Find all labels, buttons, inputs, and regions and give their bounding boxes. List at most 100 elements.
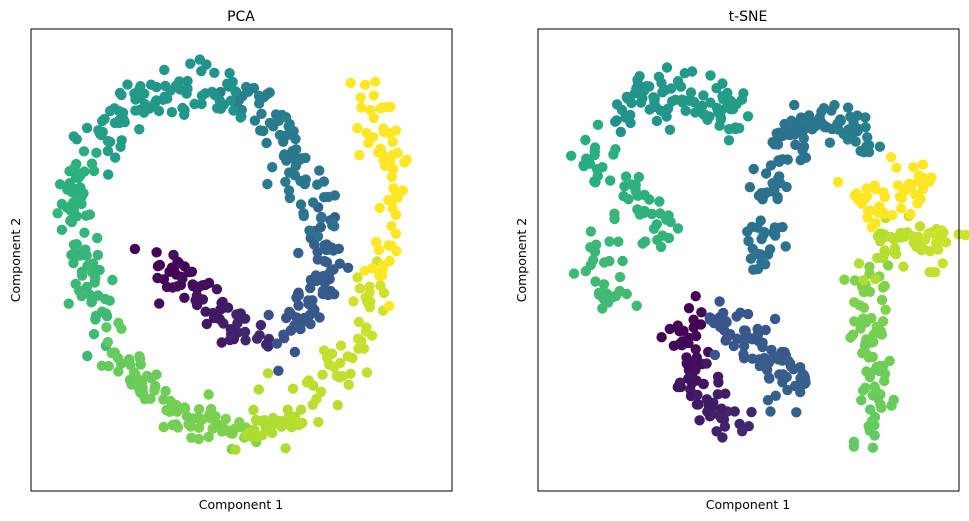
scatter-point <box>101 322 112 333</box>
scatter-point <box>599 257 610 268</box>
scatter-point <box>683 303 695 314</box>
scatter-point <box>373 147 384 158</box>
scatter-point <box>282 404 293 415</box>
scatter-point <box>744 182 756 193</box>
scatter-point <box>664 323 675 335</box>
scatter-point <box>832 118 843 130</box>
scatter-point <box>97 115 108 127</box>
scatter-point <box>763 357 774 369</box>
scatter-point <box>590 276 601 287</box>
scatter-point <box>581 153 592 164</box>
scatter-point <box>856 395 867 406</box>
scatter-point <box>96 129 107 141</box>
scatter-point <box>230 86 241 97</box>
scatter-point <box>867 336 879 348</box>
tsne-xlabel: Component 1 <box>706 497 791 512</box>
pca-panel: PCA Component 1 Component 2 <box>8 9 453 512</box>
scatter-point <box>861 191 873 202</box>
scatter-point <box>760 168 772 179</box>
scatter-point <box>287 383 299 394</box>
scatter-point <box>859 339 871 350</box>
scatter-point <box>849 316 860 327</box>
scatter-point <box>110 152 121 163</box>
scatter-point <box>848 436 860 447</box>
scatter-point <box>373 244 384 256</box>
scatter-point <box>104 136 116 148</box>
scatter-point <box>889 247 900 258</box>
scatter-point <box>290 133 301 145</box>
scatter-point <box>267 162 278 173</box>
scatter-point <box>692 389 703 401</box>
scatter-point <box>862 132 873 143</box>
scatter-point <box>914 221 926 232</box>
scatter-point <box>668 340 680 351</box>
scatter-point <box>375 280 386 291</box>
scatter-point <box>882 260 894 271</box>
scatter-point <box>342 351 353 362</box>
scatter-point <box>774 171 785 182</box>
scatter-point <box>166 107 178 118</box>
scatter-point <box>294 418 305 429</box>
scatter-point <box>271 338 283 349</box>
scatter-point <box>585 226 597 237</box>
scatter-point <box>729 406 740 417</box>
scatter-point <box>605 175 616 186</box>
scatter-point <box>230 444 241 455</box>
scatter-point <box>241 81 252 93</box>
scatter-point <box>105 105 116 117</box>
scatter-point <box>153 105 165 117</box>
scatter-point <box>705 70 716 81</box>
scatter-point <box>770 223 781 234</box>
scatter-point <box>149 97 161 109</box>
scatter-point <box>312 254 323 265</box>
scatter-point <box>113 366 124 377</box>
scatter-point <box>134 351 145 362</box>
scatter-point <box>731 311 742 322</box>
scatter-point <box>312 246 323 258</box>
scatter-point <box>615 126 626 138</box>
scatter-point <box>216 297 227 309</box>
scatter-point <box>849 275 861 286</box>
scatter-point <box>633 171 645 183</box>
scatter-point <box>321 257 333 268</box>
scatter-point <box>870 273 881 285</box>
scatter-point <box>280 176 291 187</box>
scatter-point <box>717 91 728 102</box>
scatter-point <box>362 297 373 308</box>
scatter-point <box>281 312 292 324</box>
scatter-point <box>738 335 750 346</box>
scatter-point <box>359 265 370 276</box>
scatter-point <box>780 241 791 252</box>
scatter-point <box>680 105 691 117</box>
scatter-point <box>839 274 850 285</box>
scatter-point <box>568 268 580 279</box>
scatter-point <box>685 87 697 98</box>
scatter-point <box>379 160 391 171</box>
scatter-point <box>201 318 212 330</box>
scatter-point <box>160 385 171 397</box>
scatter-point <box>260 422 271 433</box>
scatter-point <box>137 382 148 393</box>
scatter-point <box>387 203 398 214</box>
scatter-point <box>315 221 326 233</box>
scatter-point <box>371 236 382 248</box>
scatter-point <box>779 347 790 358</box>
scatter-point <box>82 350 93 362</box>
scatter-point <box>86 296 98 307</box>
scatter-point <box>616 104 628 116</box>
scatter-point <box>691 352 702 363</box>
scatter-point <box>165 85 176 96</box>
tsne-ylabel: Component 2 <box>514 218 529 303</box>
scatter-point <box>235 112 246 123</box>
scatter-point <box>314 312 325 323</box>
scatter-point <box>209 67 220 79</box>
scatter-point <box>713 377 724 388</box>
scatter-point <box>589 176 600 187</box>
scatter-point <box>690 291 701 302</box>
scatter-point <box>754 360 765 372</box>
scatter-point <box>869 430 880 441</box>
scatter-point <box>89 277 100 288</box>
scatter-point <box>164 266 175 277</box>
scatter-point <box>326 348 338 359</box>
